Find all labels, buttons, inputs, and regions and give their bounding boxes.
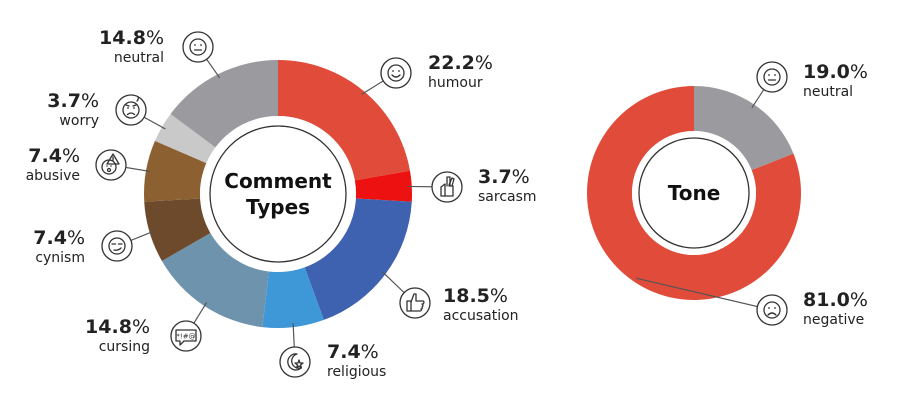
donut-hole — [200, 116, 356, 272]
donut-center-title: Comment — [224, 169, 332, 193]
donut-slice-humour — [278, 60, 410, 181]
slice-category-label: accusation — [443, 308, 519, 324]
smirk-icon — [101, 230, 133, 262]
slice-percent-label: 22.2% — [428, 52, 493, 74]
crescent-star-icon — [279, 346, 311, 378]
slice-percent-label: 3.7% — [478, 166, 530, 188]
slice-category-label: cursing — [99, 339, 150, 355]
slice-percent-label: 7.4% — [327, 341, 379, 363]
sad-face-icon — [756, 294, 788, 326]
pointing-hand-icon — [399, 287, 431, 319]
slice-category-label: abusive — [26, 168, 80, 184]
cursing-bubble-icon: *!#@ — [170, 320, 202, 352]
donut-hole — [632, 131, 756, 255]
slice-category-label: sarcasm — [478, 189, 537, 205]
donut-slice-sarcasm — [354, 170, 412, 202]
center-ring — [638, 137, 750, 249]
slice-percent-label: 18.5% — [443, 285, 508, 307]
slice-category-label: negative — [803, 312, 864, 328]
leader-line — [635, 277, 773, 311]
donut-slice-abusive — [144, 140, 207, 202]
donut-slice-worry — [154, 113, 216, 164]
slice-percent-label: 81.0% — [803, 289, 868, 311]
warning-face-icon — [95, 149, 127, 181]
slice-percent-label: 7.4% — [28, 145, 80, 167]
donut-center-title: Types — [246, 195, 310, 219]
smile-icon — [380, 57, 412, 89]
slice-percent-label: 3.7% — [47, 90, 99, 112]
slice-category-label: humour — [428, 75, 483, 91]
slice-category-label: worry — [59, 113, 99, 129]
slice-category-label: religious — [327, 364, 386, 380]
donut-slice-neutral — [170, 59, 278, 148]
slice-percent-label: 14.8% — [85, 316, 150, 338]
donut-slice-cynism — [144, 198, 211, 261]
slice-category-label: neutral — [114, 50, 164, 66]
slice-percent-label: 19.0% — [803, 61, 868, 83]
donut-center-title: Tone — [668, 181, 721, 205]
worried-face-icon — [115, 94, 147, 126]
crossed-fingers-icon — [431, 171, 463, 203]
slice-percent-label: 7.4% — [33, 227, 85, 249]
donut-slice-accusation — [304, 198, 412, 320]
slice-percent-label: 14.8% — [99, 27, 164, 49]
neutral-face-icon — [756, 61, 788, 93]
donut-slice-religious — [262, 267, 324, 328]
tone-donut: Tone — [587, 61, 802, 326]
donut-slice-neutral — [694, 86, 794, 171]
center-ring — [209, 125, 347, 263]
neutral-face-icon — [182, 31, 214, 63]
slice-category-label: neutral — [803, 84, 853, 100]
donut-slice-cursing — [161, 233, 269, 328]
donut-slice-negative — [587, 86, 802, 300]
svg-text:*!#@: *!#@ — [176, 333, 195, 341]
slice-category-label: cynism — [35, 250, 85, 266]
